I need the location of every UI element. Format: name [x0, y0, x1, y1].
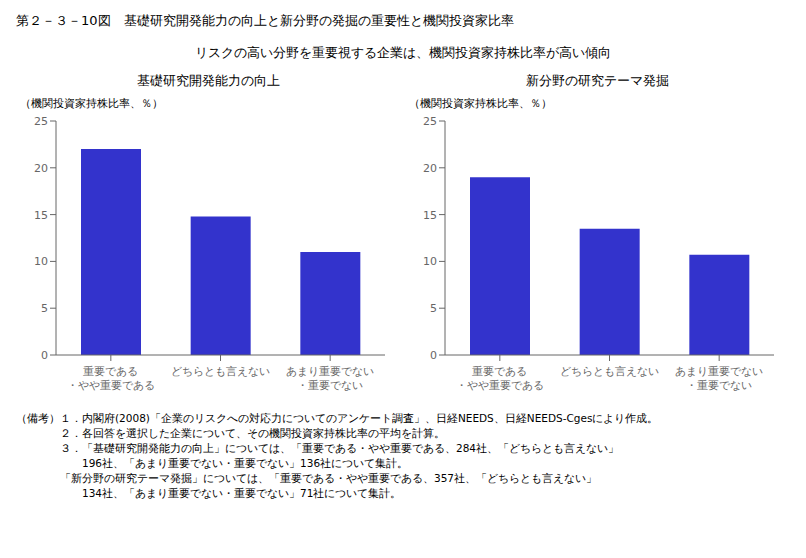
svg-text:どちらとも言えない: どちらとも言えない — [560, 365, 659, 378]
html-text:134社、「あまり重要でない・重要でない」71社について集計: 134社、「あまり重要でない・重要でない」71社について集計。 — [16, 487, 402, 499]
html-text:第２－３－10図 基礎研究開発能力の向上と新分野の発掘の重要: 第２－３－10図 基礎研究開発能力の向上と新分野の発掘の重要性と機関投資家比率 — [16, 13, 514, 28]
svg-text:0: 0 — [430, 349, 437, 362]
svg-text:15: 15 — [423, 209, 437, 222]
html-text:３．「基礎研究開発能力の向上」については、「重要である・やや: ３．「基礎研究開発能力の向上」については、「重要である・やや重要である、284社… — [16, 442, 619, 454]
svg-text:5: 5 — [41, 302, 48, 315]
svg-text:10: 10 — [34, 255, 48, 268]
svg-text:重要である・やや重要である: 重要である・やや重要である — [67, 365, 155, 392]
html-text:（備考）１．内閣府(2008)「企業のリスクへの対応力につい: （備考）１．内閣府(2008)「企業のリスクへの対応力についてのアンケート調査」… — [16, 412, 659, 424]
svg-text:どちらとも言えない: どちらとも言えない — [171, 365, 270, 378]
html-text:２．各回答を選択した企業について、その機関投資家持株比率の平: ２．各回答を選択した企業について、その機関投資家持株比率の平均を計算。 — [16, 427, 445, 439]
svg-text:25: 25 — [34, 115, 48, 128]
svg-text:あまり重要でない・重要でない: あまり重要でない・重要でない — [675, 365, 763, 392]
html-text:（機関投資家持株比率、％）: （機関投資家持株比率、％） — [20, 97, 163, 110]
svg-text:25: 25 — [423, 115, 437, 128]
html-text:「新分野の研究テーマ発掘」については、「重要である・やや重要: 「新分野の研究テーマ発掘」については、「重要である・やや重要である、357社、「… — [16, 472, 597, 484]
html-text:196社、「あまり重要でない・重要でない」136社について集: 196社、「あまり重要でない・重要でない」136社について集計。 — [16, 457, 409, 469]
svg-text:5: 5 — [430, 302, 437, 315]
svg-text:10: 10 — [423, 255, 437, 268]
svg-text:20: 20 — [423, 162, 437, 175]
html-text:（機関投資家持株比率、％）: （機関投資家持株比率、％） — [409, 97, 552, 110]
html-text:リスクの高い分野を重要視する企業は、機関投資家持株比率が高い: リスクの高い分野を重要視する企業は、機関投資家持株比率が高い傾向 — [195, 45, 611, 60]
html-text:基礎研究開発能力の向上: 基礎研究開発能力の向上 — [137, 73, 280, 88]
svg-text:あまり重要でない・重要でない: あまり重要でない・重要でない — [286, 365, 374, 392]
svg-text:15: 15 — [34, 209, 48, 222]
svg-text:0: 0 — [41, 349, 48, 362]
svg-text:20: 20 — [34, 162, 48, 175]
html-text:新分野の研究テーマ発掘: 新分野の研究テーマ発掘 — [526, 73, 669, 88]
svg-text:重要である・やや重要である: 重要である・やや重要である — [456, 365, 544, 392]
